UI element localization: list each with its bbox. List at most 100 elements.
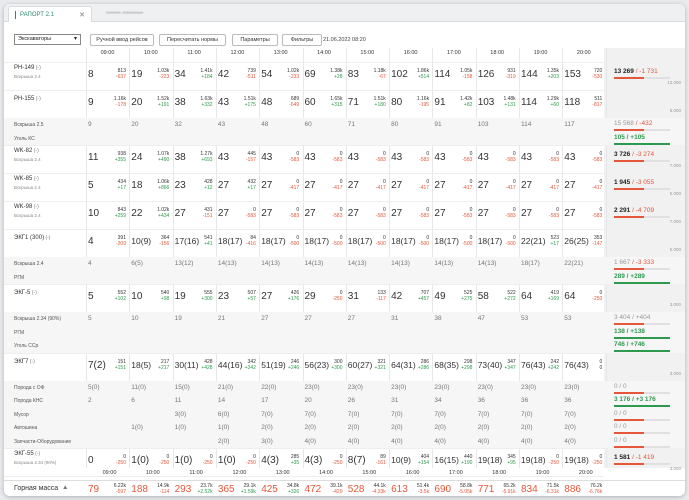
delta-value: -417 — [505, 185, 516, 191]
trip-count: 7(2) — [88, 359, 106, 371]
total-trips: 188 — [131, 484, 148, 495]
trip-count: 27 — [521, 208, 533, 219]
cell-value: 32 — [174, 121, 182, 128]
cell-value: 80 — [391, 121, 399, 128]
trip-count: 0 — [88, 455, 94, 466]
scale-label: 13.000 — [667, 80, 681, 85]
summary-total: 0 — [614, 409, 618, 417]
volume-value: 0 — [296, 235, 300, 241]
delta-value: +57 — [247, 296, 256, 302]
trip-count: 27 — [434, 208, 446, 219]
cell-value: 21 — [217, 315, 226, 322]
summary-total: 0 — [614, 436, 618, 444]
volume-value: 298 — [464, 358, 473, 365]
volume-value: 843 — [117, 207, 126, 213]
equipment-label[interactable]: ЭКГ-5 (-) — [14, 290, 37, 296]
trip-count: 68(35) — [434, 359, 459, 370]
row-divider — [4, 201, 604, 202]
recalc-norms-button[interactable]: Пересчитать нормы — [159, 34, 226, 46]
summary-bar-track — [614, 336, 670, 339]
summary-value: 13 269 / -1 731 — [614, 68, 658, 75]
trip-count: 23 — [174, 180, 186, 191]
equipment-label[interactable]: WK-82 (-) — [14, 148, 39, 154]
delta-value: -250 — [332, 460, 343, 466]
delta-value: -151 — [202, 213, 213, 219]
close-icon[interactable]: ✕ — [79, 11, 85, 19]
trip-count: 18(17) — [434, 236, 459, 246]
delta-value: -250 — [592, 460, 603, 466]
equipment-label[interactable]: WK-98 (-) — [14, 204, 39, 210]
delta-value: +184 — [201, 74, 213, 80]
volume-value: 246 — [290, 358, 300, 365]
delta-value: -416 — [245, 241, 256, 247]
equipment-row: ЭКГ1 (300) (-) 4 391 -209 10(9) 364 -156 17(16)… — [4, 229, 685, 257]
total-volume: 71.5k — [546, 483, 559, 489]
equipment-label[interactable]: PH-149 (-) — [14, 65, 41, 71]
volume-value: 434 — [117, 179, 126, 185]
scale-label: 3.000 — [669, 466, 681, 471]
delta-value: -417 — [375, 185, 386, 191]
total-volume: 23.7k — [200, 483, 213, 489]
total-delta: +326 — [287, 489, 300, 495]
trip-count: 18(17) — [347, 236, 373, 246]
cell-value: 23(0) — [347, 383, 363, 391]
equipment-subtitle: Вскрыша 2.34 (90%) — [14, 460, 57, 465]
total-volume: 14.9k — [157, 483, 170, 489]
tab-raport[interactable]: РАПОРТ 2.1 ✕ — [8, 6, 92, 22]
delta-value: +190 — [461, 460, 473, 466]
cell-value: 14(13) — [391, 260, 410, 267]
total-volume: 51.4k — [416, 483, 430, 489]
cell-value: 71 — [347, 121, 356, 128]
cell-value: 9 — [88, 121, 92, 128]
trip-count: 10(9) — [391, 455, 411, 465]
volume-value: 0 — [469, 151, 473, 157]
equipment-select[interactable]: Экскаваторы ▾ — [14, 34, 81, 45]
equipment-label[interactable]: PH-155 (-) — [14, 96, 41, 102]
delta-value: +176 — [287, 296, 300, 302]
total-volume: 34.8k — [286, 483, 300, 489]
equipment-row: ЭКГ-5 (-) 5 552 +102 10 540 +98 19 555 +300 23 507 +… — [4, 284, 685, 312]
volume-value: 523 — [550, 235, 559, 241]
row-divider — [4, 352, 604, 354]
total-delta: +2.52k — [197, 489, 213, 495]
summary-delta: / +105 — [624, 133, 645, 141]
volume-value: 707 — [420, 290, 430, 296]
delta-value: +300 — [201, 296, 213, 302]
material-label: Порода КНС — [14, 398, 44, 404]
cell-value: 53 — [564, 315, 572, 322]
tab-second[interactable]: ••••••• •••••••••• — [100, 6, 180, 22]
delta-value: +35 — [290, 460, 300, 466]
parameters-button[interactable]: Параметры — [232, 34, 278, 46]
volume-value: 84 — [250, 235, 256, 241]
volume-value: 364 — [160, 235, 170, 241]
delta-value: -583 — [289, 157, 300, 163]
volume-value: 1.63k — [200, 96, 213, 102]
material-row: РГМ 138 / +138 — [4, 325, 685, 339]
cell-value: 13(12) — [174, 260, 194, 267]
equipment-label[interactable]: ЭКГ7 (-) — [14, 359, 35, 365]
hour-header: 18:00 — [490, 50, 505, 56]
scale-label: 7.000 — [669, 163, 681, 168]
hour-header: 16:00 — [403, 50, 418, 56]
delta-value: +17 — [117, 185, 126, 191]
equipment-label[interactable]: WK-85 (-) — [14, 176, 39, 182]
cell-value: 3(0) — [174, 410, 187, 418]
equipment-label[interactable]: ЭКГ1 (300) (-) — [14, 235, 50, 241]
summary-value: 0 / 0 — [614, 437, 627, 444]
cell-value: 5(0) — [88, 383, 100, 391]
volume-value: 1.27k — [200, 151, 213, 157]
manual-trips-button[interactable]: Ручной ввод рейсов — [90, 34, 154, 46]
filters-button[interactable]: Фильтры — [282, 34, 322, 46]
volume-value: 0 — [339, 207, 343, 213]
cell-value: 7(0) — [391, 410, 403, 418]
volume-value: 1.35k — [546, 68, 559, 74]
delta-value: +434 — [158, 213, 170, 219]
collapse-arrow-icon[interactable]: ▲ — [62, 484, 69, 491]
summary-delta: / -4 709 — [630, 207, 655, 214]
delta-value: +17 — [247, 185, 256, 191]
cell-value: 19 — [174, 315, 182, 322]
cell-value: 23(0) — [304, 383, 320, 391]
trip-count: 10(9) — [131, 236, 152, 246]
hour-header: 20:00 — [576, 50, 591, 56]
equipment-label[interactable]: ЭКГ-55 (-) — [14, 451, 40, 457]
